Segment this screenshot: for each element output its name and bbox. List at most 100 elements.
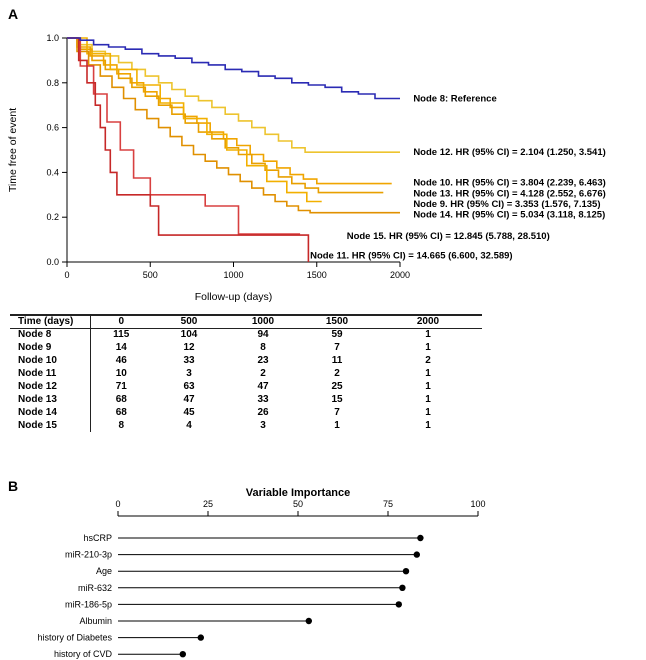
risk-table-row: Node 14 68 45 26 7 1: [10, 406, 482, 419]
risk-cell: 3: [186, 368, 192, 379]
risk-cell: 1: [425, 394, 431, 405]
risk-row-label: Node 11: [10, 367, 91, 380]
vi-category-label: Albumin: [79, 616, 112, 626]
y-tick-label: 0.8: [46, 78, 59, 88]
km-curve-node-11: [67, 37, 310, 262]
risk-cell: 47: [257, 381, 269, 392]
risk-cell: 12: [183, 342, 195, 353]
km-curve-node-15: [67, 37, 301, 235]
panel-a-label: A: [8, 6, 19, 22]
y-axis-title: Time free of event: [7, 108, 19, 192]
km-curve-node-10: [67, 37, 392, 185]
risk-row-label: Node 8: [10, 328, 91, 341]
risk-cell: 1: [425, 381, 431, 392]
risk-cell: 2: [425, 355, 431, 366]
risk-table-header-label: Time (days): [10, 315, 91, 328]
risk-table-header-time: 2000: [416, 316, 440, 328]
risk-cell: 23: [257, 355, 269, 366]
risk-cell: 14: [115, 342, 127, 353]
km-annotation-node-12: Node 12. HR (95% CI) = 2.104 (1.250, 3.5…: [413, 147, 605, 158]
risk-cell: 115: [113, 329, 130, 341]
km-annotation-node-11: Node 11. HR (95% CI) = 14.665 (6.600, 32…: [310, 251, 513, 262]
risk-cell: 7: [334, 407, 340, 418]
km-chart: 0 500 1000 1500 2000 0.0 0.2 0.4 0.6 0.8 1.0 Follow…: [7, 33, 606, 303]
variable-importance-chart: Variable Importance 0 25 50 75 100 hsCRP miR-21…: [37, 487, 485, 659]
x-tick-label: 0: [64, 270, 69, 280]
risk-cell: 25: [331, 381, 343, 392]
risk-cell: 11: [331, 355, 343, 366]
vi-tick-label: 25: [203, 499, 213, 509]
risk-cell: 1: [425, 342, 431, 353]
y-tick-label: 0.2: [46, 212, 59, 222]
risk-table-header-time: 1000: [251, 316, 275, 328]
vi-chart-title: Variable Importance: [246, 487, 351, 499]
risk-cell: 94: [257, 329, 269, 341]
risk-cell: 68: [115, 407, 127, 418]
vi-tick-label: 50: [293, 499, 303, 509]
risk-cell: 33: [183, 355, 195, 366]
risk-table-row: Node 8 115 104 94 59 1: [10, 328, 482, 341]
risk-table-header-time: 1500: [325, 316, 349, 328]
risk-cell: 1: [425, 329, 431, 341]
y-tick-label: 0.0: [46, 257, 59, 267]
y-tick-label: 0.6: [46, 123, 59, 133]
risk-row-label: Node 9: [10, 341, 91, 354]
risk-cell: 33: [257, 394, 269, 405]
risk-row-label: Node 12: [10, 380, 91, 393]
km-curve-node-13: [67, 37, 384, 194]
risk-cell: 2: [334, 368, 340, 379]
vi-dot: [417, 534, 424, 542]
risk-table-row: Node 15 8 4 3 1 1: [10, 419, 482, 432]
risk-cell: 1: [334, 420, 340, 431]
risk-row-label: Node 14: [10, 406, 91, 419]
y-tick-label: 1.0: [46, 33, 59, 43]
risk-table-header-time: 500: [180, 316, 198, 328]
risk-cell: 1: [425, 368, 431, 379]
vi-tick-label: 75: [383, 499, 393, 509]
risk-cell: 104: [180, 329, 198, 341]
x-tick-label: 500: [143, 270, 158, 280]
km-curve-node-14: [67, 37, 400, 214]
x-tick-label: 2000: [390, 270, 410, 280]
vi-dot: [399, 584, 406, 591]
risk-cell: 71: [115, 381, 127, 392]
vi-tick-label: 100: [470, 499, 485, 509]
panel-b-label: B: [8, 478, 19, 494]
km-curve-node-8: [67, 37, 400, 100]
risk-table-row: Node 13 68 47 33 15 1: [10, 393, 482, 406]
risk-cell: 59: [331, 329, 343, 341]
vi-category-label: hsCRP: [83, 533, 112, 543]
vi-dot: [395, 601, 402, 608]
x-axis-title: Follow-up (days): [195, 291, 273, 303]
risk-cell: 8: [118, 420, 125, 431]
km-curve-node-9: [67, 37, 322, 203]
risk-cell: 68: [115, 394, 127, 405]
x-tick-label: 1000: [223, 270, 243, 280]
risk-cell: 8: [260, 342, 266, 353]
km-annotation-node-13: Node 13. HR (95% CI) = 4.128 (2.552, 6.6…: [413, 189, 605, 200]
vi-tick-label: 0: [115, 499, 120, 509]
risk-table-header-time: 0: [118, 316, 125, 328]
risk-cell: 1: [425, 407, 431, 418]
risk-table-row: Node 9 14 12 8 7 1: [10, 341, 482, 354]
vi-dot: [179, 651, 186, 658]
vi-category-label: miR-210-3p: [65, 550, 112, 560]
risk-cell: 26: [257, 407, 269, 418]
vi-category-label: history of CVD: [54, 649, 113, 659]
risk-cell: 10: [115, 368, 127, 379]
risk-table-row: Node 10 46 33 23 11 2: [10, 354, 482, 367]
vi-category-label: miR-632: [78, 583, 112, 593]
risk-table-row: Node 12 71 63 47 25 1: [10, 380, 482, 393]
vi-dot: [197, 634, 204, 641]
km-annotation-node-8: Node 8: Reference: [413, 93, 496, 104]
risk-row-label: Node 13: [10, 393, 91, 406]
km-annotation-node-10: Node 10. HR (95% CI) = 3.804 (2.239, 6.4…: [413, 177, 605, 188]
risk-cell: 2: [260, 368, 266, 379]
risk-row-label: Node 10: [10, 354, 91, 367]
vi-dot: [402, 568, 410, 575]
risk-cell: 4: [186, 420, 192, 431]
x-tick-label: 1500: [307, 270, 327, 280]
risk-cell: 3: [260, 420, 266, 431]
risk-cell: 15: [331, 394, 343, 405]
